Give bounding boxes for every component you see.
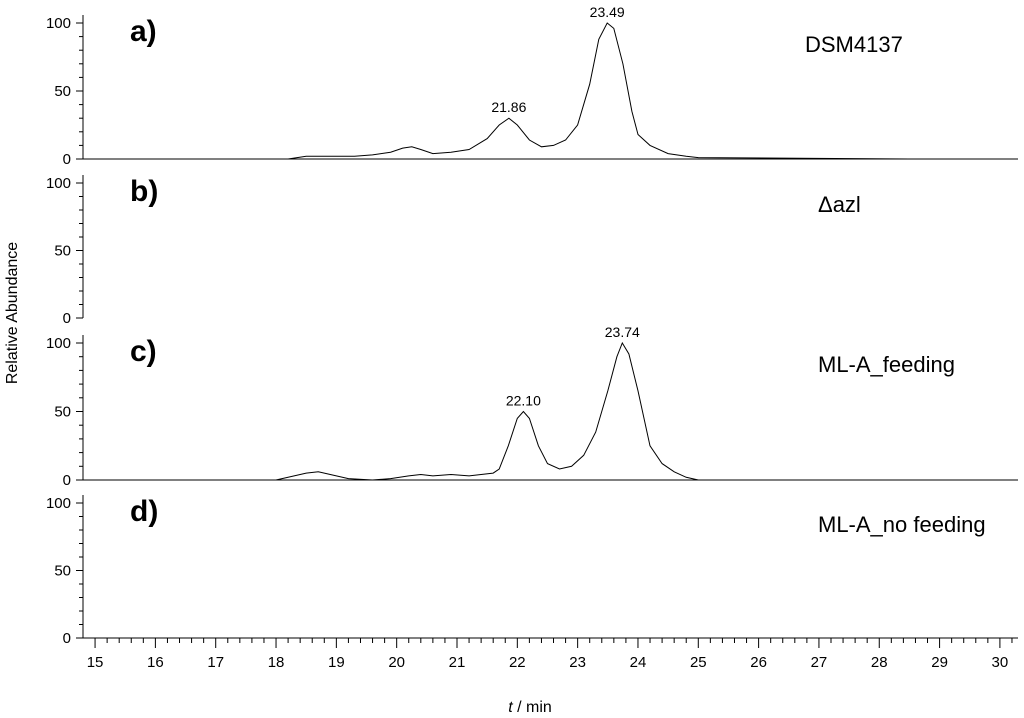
peak-label: 22.10 bbox=[506, 393, 541, 409]
x-tick-label: 16 bbox=[147, 654, 164, 671]
y-tick-label: 100 bbox=[46, 175, 71, 192]
series-line bbox=[288, 22, 910, 160]
panel-c: 0 50 100 22.10 23.74 c) ML-A_feeding bbox=[46, 324, 1018, 489]
peak-label: 23.74 bbox=[605, 324, 640, 340]
sample-label: DSM4137 bbox=[805, 32, 903, 57]
x-tick-label: 17 bbox=[207, 654, 224, 671]
y-tick-label: 50 bbox=[54, 563, 71, 580]
y-tick-label: 50 bbox=[54, 83, 71, 100]
x-tick-label: 28 bbox=[871, 654, 888, 671]
peak-label: 21.86 bbox=[491, 99, 526, 115]
x-tick-label: 15 bbox=[87, 654, 104, 671]
x-tick-label: 24 bbox=[630, 654, 647, 671]
y-tick-label: 50 bbox=[54, 243, 71, 260]
panel-letter: b) bbox=[130, 175, 158, 208]
y-tick-label: 100 bbox=[46, 495, 71, 512]
sample-label: ML-A_feeding bbox=[818, 352, 955, 377]
x-tick-label: 23 bbox=[569, 654, 586, 671]
panel-letter: c) bbox=[130, 335, 157, 368]
panel-d: 0 50 100 d) ML-A_no feeding bbox=[46, 495, 986, 647]
panel-b: 0 50 100 b) Δazl bbox=[46, 175, 861, 327]
y-tick-label: 0 bbox=[63, 151, 71, 168]
x-tick-label: 30 bbox=[992, 654, 1009, 671]
y-axis-title: Relative Abundance bbox=[4, 242, 21, 384]
x-tick-label: 25 bbox=[690, 654, 707, 671]
x-axis: 15 16 17 18 19 20 21 22 23 24 25 26 27 28 29 30 bbox=[83, 637, 1018, 671]
y-tick-label: 0 bbox=[63, 630, 71, 647]
x-tick-label: 19 bbox=[328, 654, 345, 671]
panel-letter: d) bbox=[130, 495, 158, 528]
panel-a: 0 50 100 21.86 23.49 a) DSM4137 bbox=[46, 4, 1018, 168]
x-tick-label: 26 bbox=[750, 654, 767, 671]
plot-area: 0 50 100 21.86 23.49 a) DSM4137 0 50 100 b) Δazl 0 50… bbox=[46, 4, 1018, 671]
y-tick-label: 0 bbox=[63, 472, 71, 489]
x-tick-label: 29 bbox=[931, 654, 948, 671]
x-axis-title: t / min bbox=[508, 699, 552, 716]
x-tick-label: 22 bbox=[509, 654, 526, 671]
x-tick-label: 20 bbox=[388, 654, 405, 671]
x-tick-label: 21 bbox=[449, 654, 466, 671]
y-tick-label: 50 bbox=[54, 404, 71, 421]
x-tick-label: 27 bbox=[811, 654, 828, 671]
panel-letter: a) bbox=[130, 15, 157, 48]
y-tick-label: 100 bbox=[46, 15, 71, 32]
y-tick-label: 100 bbox=[46, 335, 71, 352]
sample-label: ML-A_no feeding bbox=[818, 512, 986, 537]
sample-label: Δazl bbox=[818, 192, 861, 217]
y-tick-label: 0 bbox=[63, 310, 71, 327]
x-tick-label: 18 bbox=[268, 654, 285, 671]
series-line bbox=[275, 341, 699, 481]
peak-label: 23.49 bbox=[590, 4, 625, 20]
